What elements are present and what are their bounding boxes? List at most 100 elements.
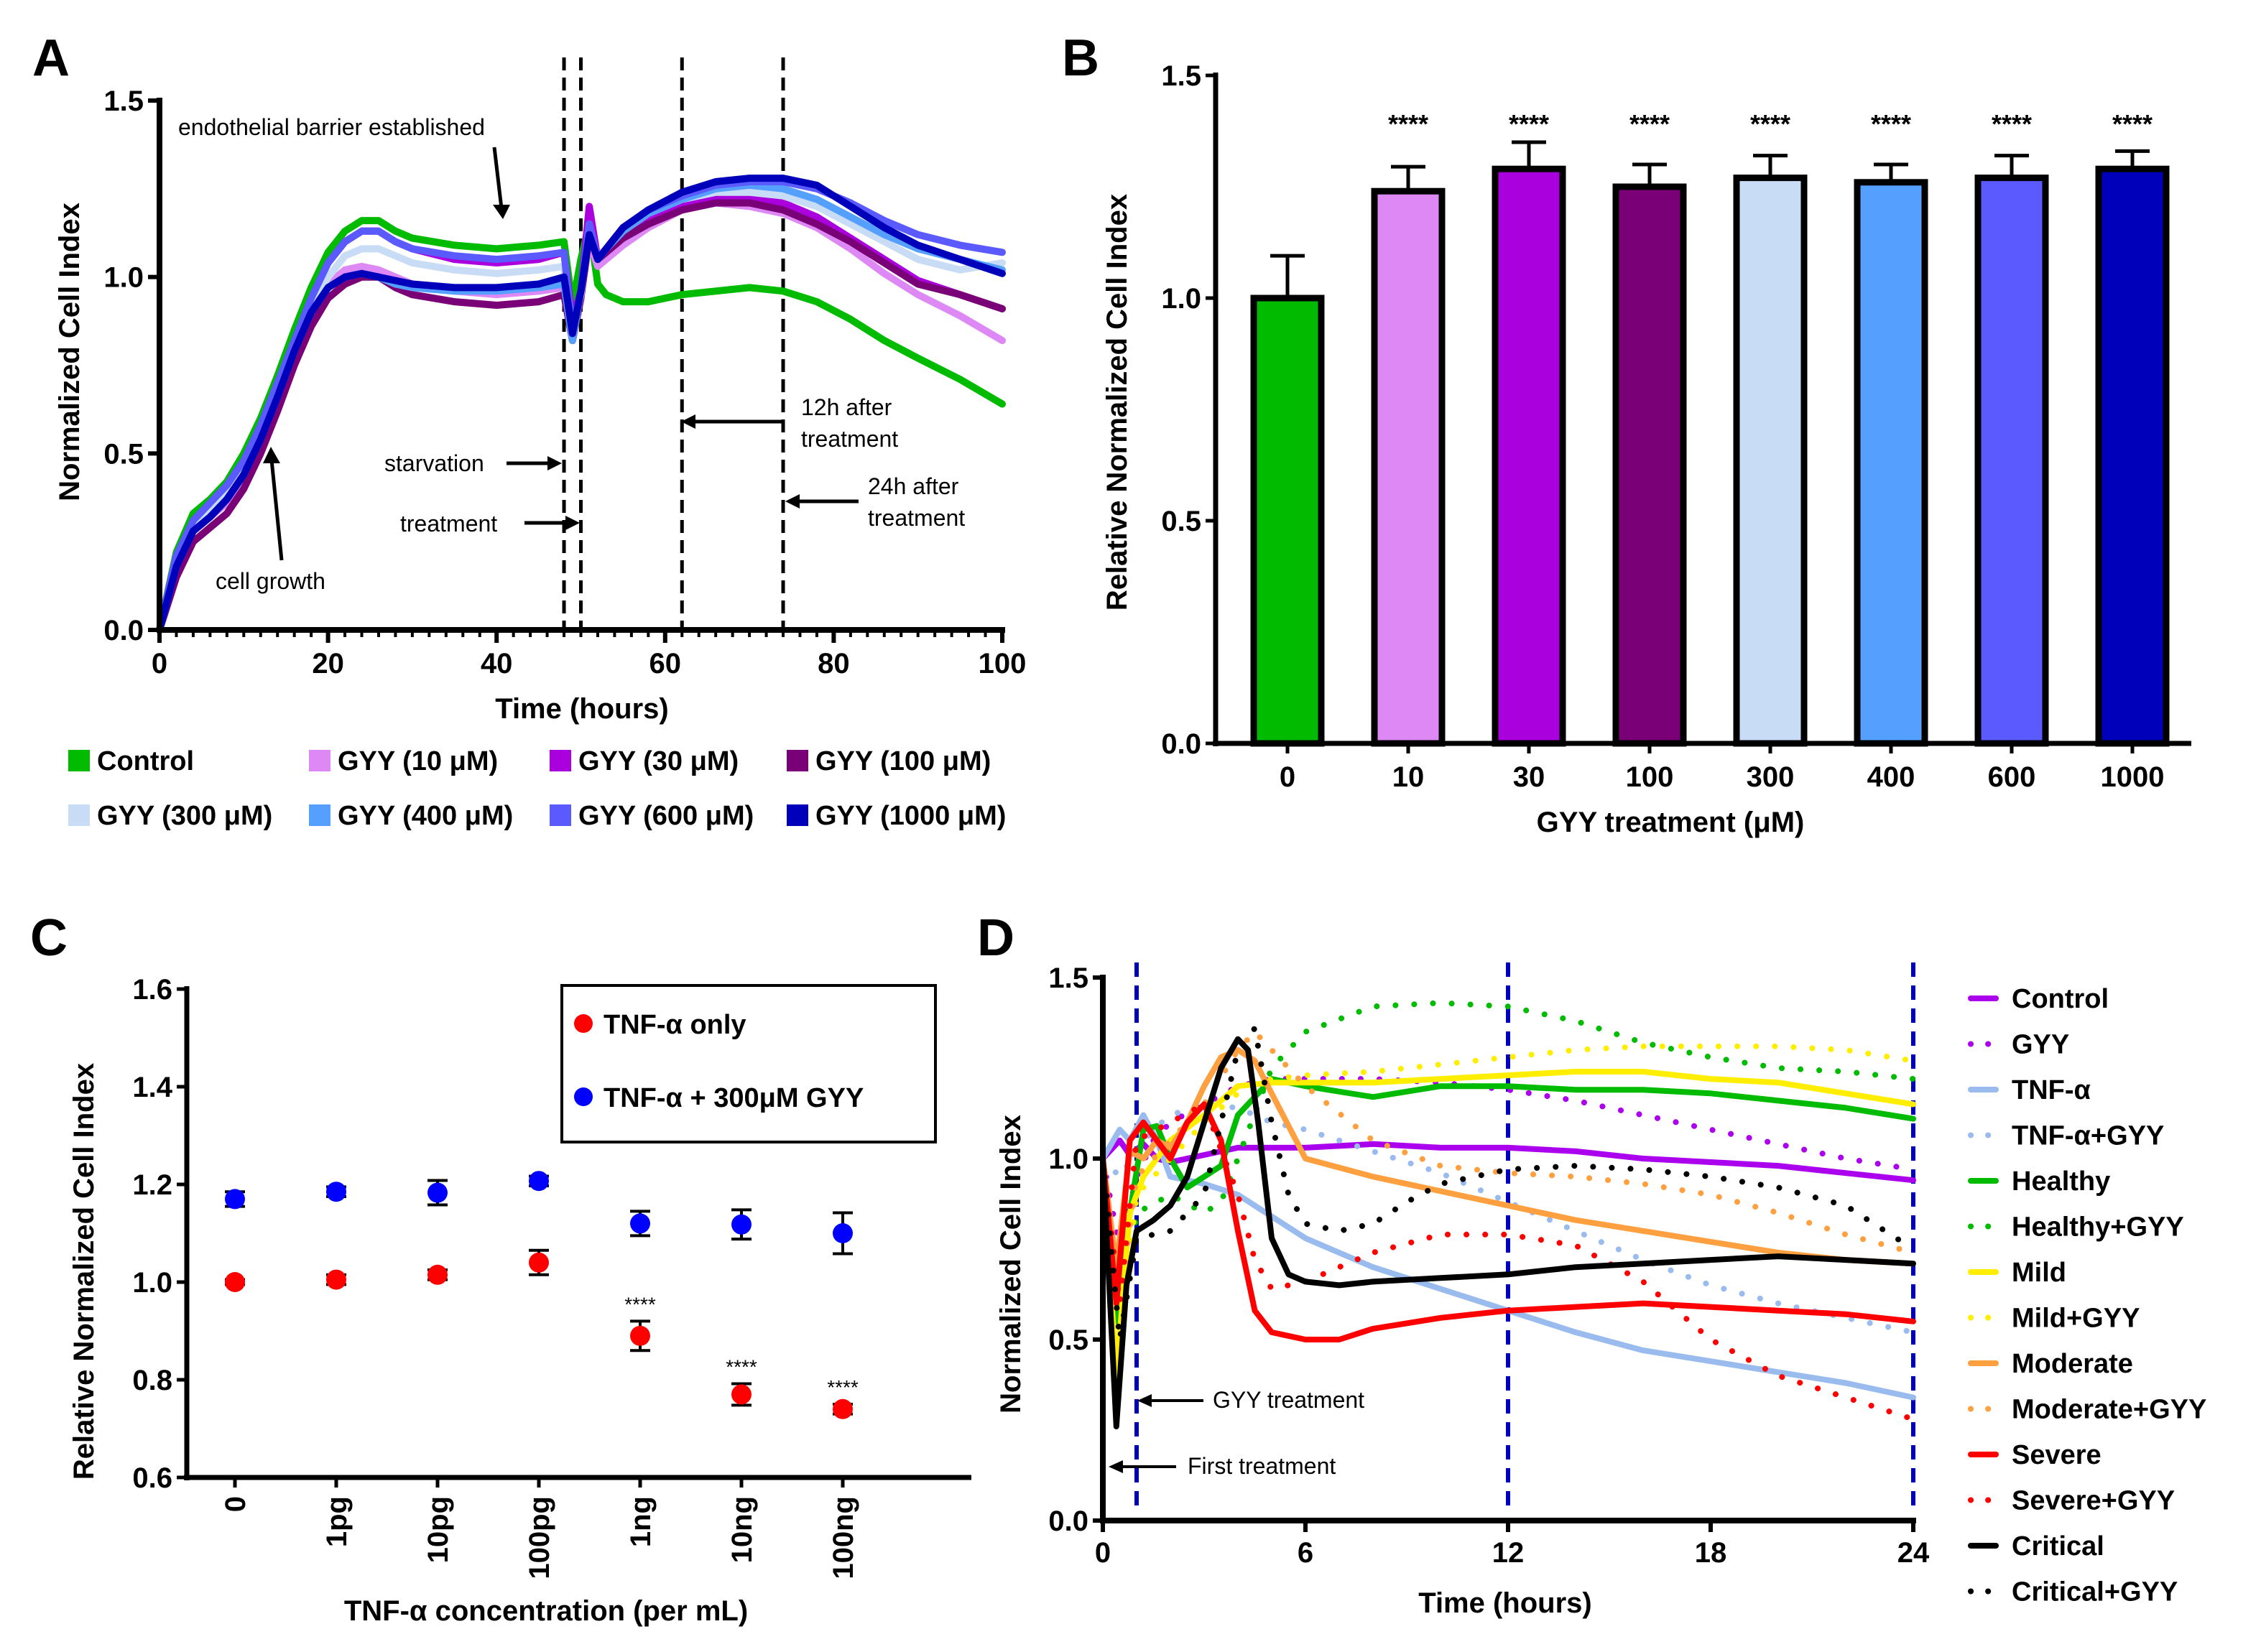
y-tick-label: 0.0 [1161, 728, 1201, 760]
legend-label-tnf: TNF-α only [604, 1010, 746, 1040]
series-line-tnf-gyy [1100, 1101, 1916, 1335]
series-line-gyy [1100, 1076, 1916, 1252]
y-tick-label: 0.6 [132, 1462, 172, 1494]
legend-box [560, 984, 937, 1143]
point-tnf-only-10pg [427, 1264, 448, 1285]
x-tick-label: 1000 [2101, 761, 2165, 793]
legend-label-gyy-30-m: GYY (30 μM) [578, 746, 739, 776]
panel-c-xlabel: TNF-α concentration (per mL) [344, 1595, 748, 1627]
x-tick-label: 600 [1988, 761, 2036, 793]
legend-swatch-gyy-1000-m [787, 804, 808, 826]
legend-label-control: Control [97, 746, 194, 776]
legend-label-control: Control [2012, 984, 2109, 1014]
x-tick-label: 100ng [828, 1496, 859, 1579]
significance-label: **** [726, 1355, 757, 1378]
legend-label-tnf-gyy: TNF-α + 300μM GYY [604, 1083, 864, 1113]
x-tick-label: 10ng [726, 1496, 758, 1563]
legend-swatch-gyy-30-m [550, 750, 571, 771]
panel-a-xlabel: Time (hours) [495, 693, 669, 725]
arrow-head-icon [493, 205, 510, 219]
bar-600 [1974, 175, 2049, 747]
y-tick-label: 0.0 [1048, 1505, 1088, 1537]
x-tick-label: 1pg [321, 1496, 353, 1547]
legend-label-gyy-300-m: GYY (300 μM) [97, 801, 272, 831]
annotation-barrier: endothelial barrier established [178, 114, 485, 140]
point-tnf-300-m-gyy-1ng [630, 1213, 650, 1234]
annotation-first-treatment: First treatment [1188, 1453, 1336, 1479]
y-tick-label: 1.5 [103, 85, 144, 117]
arrow-head-icon [565, 516, 580, 530]
y-tick-label: 1.2 [132, 1169, 172, 1201]
legend-label-moderate-gyy: Moderate+GYY [2012, 1395, 2206, 1425]
series-line-critical-gyy [1100, 1025, 1916, 1342]
panel-b-xlabel: GYY treatment (μM) [1537, 807, 1805, 838]
x-tick-label: 0 [152, 648, 167, 679]
bar-0 [1250, 294, 1325, 747]
x-tick-label: 100pg [524, 1496, 555, 1579]
point-tnf-300-m-gyy-100pg [529, 1171, 549, 1192]
legend-label-mild: Mild [2012, 1258, 2066, 1288]
x-tick-label: 24 [1897, 1537, 1930, 1569]
legend-marker-tnf-gyy [574, 1087, 593, 1106]
arrow-head-icon [547, 456, 562, 470]
point-tnf-only-10ng [731, 1384, 752, 1405]
y-tick-label: 0.5 [1048, 1324, 1088, 1356]
significance-label: **** [2112, 109, 2153, 139]
x-tick-label: 60 [649, 648, 682, 679]
legend-label-gyy: GYY [2012, 1030, 2069, 1060]
y-tick-label: 1.0 [132, 1267, 172, 1299]
significance-label: **** [1509, 109, 1549, 139]
bar-300 [1733, 175, 1808, 747]
legend-swatch-gyy-100-m [787, 750, 808, 771]
point-tnf-300-m-gyy-100ng [833, 1223, 853, 1243]
legend-marker-tnf [574, 1014, 593, 1033]
significance-label: **** [624, 1293, 656, 1315]
y-tick-label: 1.5 [1048, 962, 1088, 994]
legend-swatch-gyy-600-m [550, 804, 571, 826]
y-tick-label: 1.5 [1161, 60, 1201, 92]
legend-label-gyy-400-m: GYY (400 μM) [338, 801, 513, 831]
panel-b-label: B [1062, 29, 1099, 87]
arrow-head-icon [263, 447, 280, 463]
series-line-critical [1100, 1036, 1916, 1429]
significance-label: **** [827, 1376, 859, 1398]
significance-label: **** [1388, 109, 1428, 139]
x-tick-label: 20 [312, 648, 344, 679]
y-tick-label: 0.5 [1161, 506, 1201, 537]
significance-label: **** [1992, 109, 2032, 139]
x-tick-label: 100 [1626, 761, 1674, 793]
series-line-severe-gyy [1100, 1101, 1916, 1422]
annotation-12h-line1: 12h after [801, 394, 892, 420]
panel-a: A 0 20 40 60 80 100 0.0 0.5 1.0 1.5 endothelial b… [32, 29, 1026, 831]
significance-label: **** [1871, 109, 1911, 139]
legend-label-severe-gyy: Severe+GYY [2012, 1486, 2175, 1516]
point-tnf-only-100ng [833, 1398, 853, 1419]
legend-label-tnf: TNF-α [2012, 1075, 2091, 1105]
point-tnf-only-0 [225, 1272, 245, 1292]
panel-d: D 0 6 12 18 24 0.0 0.5 1.0 1.5 GYY treatment Fir… [977, 909, 2206, 1619]
x-tick-label: 1ng [625, 1496, 657, 1547]
legend-label-healthy-gyy: Healthy+GYY [2012, 1212, 2184, 1243]
legend-swatch-gyy-300-m [68, 804, 90, 826]
panel-b-ylabel: Relative Normalized Cell Index [1101, 194, 1133, 611]
bar-100 [1612, 183, 1687, 747]
panel-a-legend: Control GYY (10 μM) GYY (30 μM) GYY (100 μM… [68, 746, 1006, 831]
x-tick-label: 30 [1513, 761, 1545, 793]
y-tick-label: 0.0 [103, 615, 144, 646]
x-tick-label: 18 [1695, 1537, 1727, 1569]
bar-30 [1492, 165, 1566, 747]
point-tnf-only-1ng [630, 1325, 650, 1346]
annotation-starvation: starvation [384, 450, 484, 476]
legend-label-moderate: Moderate [2012, 1349, 2133, 1379]
arrow-head-icon [1137, 1394, 1152, 1407]
legend-label-gyy-100-m: GYY (100 μM) [815, 746, 991, 776]
x-tick-label: 0 [1280, 761, 1295, 793]
arrow-head-icon [681, 414, 695, 429]
x-tick-label: 300 [1747, 761, 1795, 793]
panel-d-ylabel: Normalized Cell Index [995, 1115, 1027, 1414]
series-line-moderate [1100, 1047, 1916, 1271]
point-tnf-300-m-gyy-0 [225, 1189, 245, 1210]
y-tick-label: 1.0 [1048, 1143, 1088, 1175]
y-tick-label: 0.8 [132, 1365, 172, 1396]
